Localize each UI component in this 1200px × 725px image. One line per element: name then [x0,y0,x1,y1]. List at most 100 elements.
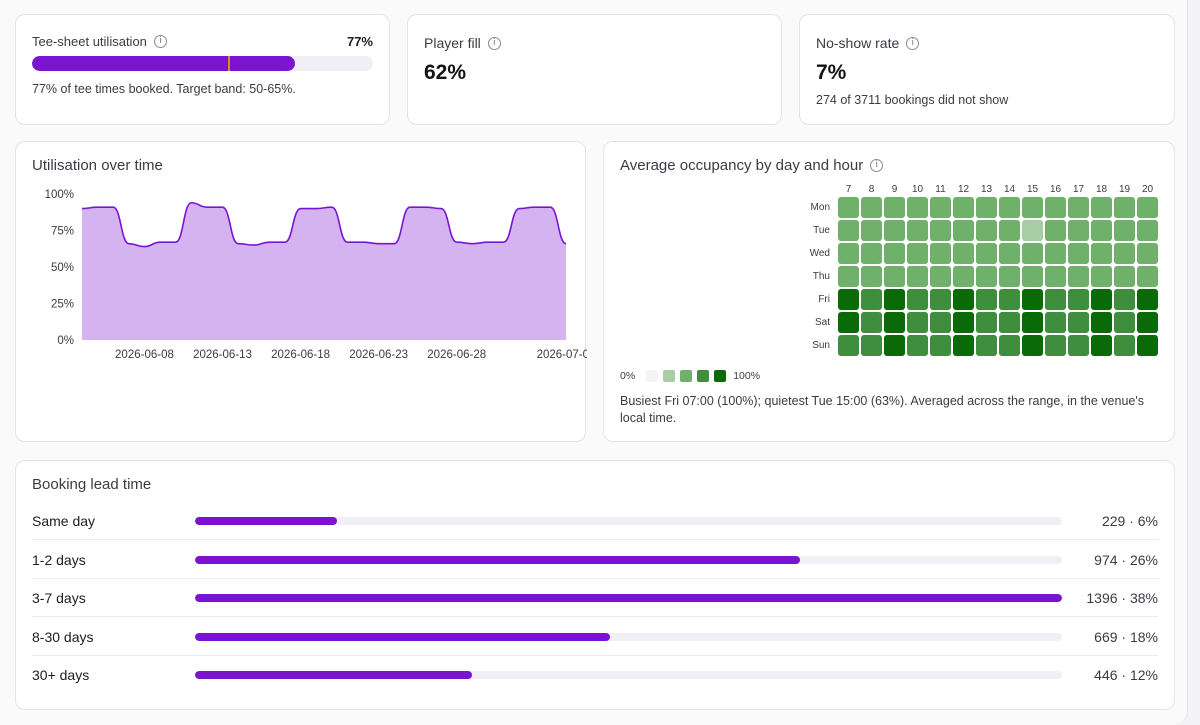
heatmap-cell[interactable] [1091,243,1112,264]
heatmap-cell[interactable] [953,289,974,310]
heatmap-cell[interactable] [953,197,974,218]
heatmap-cell[interactable] [861,312,882,333]
heatmap-cell[interactable] [907,335,928,356]
heatmap-cell[interactable] [1114,197,1135,218]
heatmap-cell[interactable] [953,220,974,241]
heatmap-cell[interactable] [884,197,905,218]
heatmap-cell[interactable] [999,312,1020,333]
heatmap-cell[interactable] [930,312,951,333]
heatmap-cell[interactable] [930,289,951,310]
heatmap-cell[interactable] [930,335,951,356]
heatmap-cell[interactable] [976,266,997,287]
heatmap-cell[interactable] [999,243,1020,264]
heatmap-cell[interactable] [838,243,859,264]
heatmap-cell[interactable] [861,289,882,310]
heatmap-cell[interactable] [1137,266,1158,287]
heatmap-cell[interactable] [1068,335,1089,356]
heatmap-cell[interactable] [1114,243,1135,264]
heatmap-cell[interactable] [999,335,1020,356]
heatmap-cell[interactable] [999,220,1020,241]
heatmap-cell[interactable] [1068,266,1089,287]
heatmap-cell[interactable] [953,335,974,356]
heatmap-cell[interactable] [953,243,974,264]
heatmap-cell[interactable] [1068,197,1089,218]
heatmap-cell[interactable] [838,266,859,287]
heatmap-cell[interactable] [1068,220,1089,241]
heatmap-cell[interactable] [1022,243,1043,264]
heatmap-cell[interactable] [1114,289,1135,310]
heatmap-cell[interactable] [1137,289,1158,310]
heatmap-cell[interactable] [1091,335,1112,356]
heatmap-cell[interactable] [1022,312,1043,333]
heatmap-cell[interactable] [1045,197,1066,218]
heatmap-cell[interactable] [1137,243,1158,264]
heatmap-cell[interactable] [953,312,974,333]
heatmap-cell[interactable] [884,243,905,264]
heatmap-cell[interactable] [1045,266,1066,287]
heatmap-cell[interactable] [1022,289,1043,310]
heatmap-cell[interactable] [976,220,997,241]
heatmap-cell[interactable] [1137,220,1158,241]
heatmap-cell[interactable] [861,197,882,218]
heatmap-cell[interactable] [1091,312,1112,333]
heatmap-cell[interactable] [861,243,882,264]
heatmap-cell[interactable] [884,289,905,310]
heatmap-cell[interactable] [1045,289,1066,310]
heatmap-cell[interactable] [838,289,859,310]
heatmap-cell[interactable] [930,243,951,264]
heatmap-cell[interactable] [1022,266,1043,287]
heatmap-cell[interactable] [884,266,905,287]
heatmap-cell[interactable] [1114,312,1135,333]
info-icon[interactable]: i [870,159,884,172]
heatmap-cell[interactable] [838,335,859,356]
heatmap-cell[interactable] [1068,312,1089,333]
heatmap-cell[interactable] [1045,312,1066,333]
heatmap-cell[interactable] [1068,289,1089,310]
heatmap-cell[interactable] [1068,243,1089,264]
heatmap-cell[interactable] [1022,197,1043,218]
heatmap-cell[interactable] [976,289,997,310]
heatmap-cell[interactable] [930,197,951,218]
heatmap-cell[interactable] [1045,243,1066,264]
heatmap-cell[interactable] [953,266,974,287]
heatmap-cell[interactable] [1114,335,1135,356]
heatmap-cell[interactable] [1114,266,1135,287]
heatmap-cell[interactable] [884,335,905,356]
heatmap-cell[interactable] [884,220,905,241]
heatmap-cell[interactable] [907,243,928,264]
heatmap-cell[interactable] [861,335,882,356]
heatmap-cell[interactable] [907,266,928,287]
info-icon[interactable]: i [153,35,167,48]
heatmap-cell[interactable] [1114,220,1135,241]
heatmap-cell[interactable] [907,197,928,218]
heatmap-cell[interactable] [861,266,882,287]
heatmap-cell[interactable] [930,220,951,241]
heatmap-cell[interactable] [930,266,951,287]
heatmap-cell[interactable] [1045,220,1066,241]
heatmap-cell[interactable] [976,312,997,333]
heatmap-cell[interactable] [907,220,928,241]
heatmap-cell[interactable] [976,243,997,264]
heatmap-cell[interactable] [838,220,859,241]
heatmap-cell[interactable] [1137,335,1158,356]
heatmap-cell[interactable] [1022,335,1043,356]
heatmap-cell[interactable] [861,220,882,241]
heatmap-cell[interactable] [838,197,859,218]
heatmap-cell[interactable] [999,266,1020,287]
heatmap-cell[interactable] [999,197,1020,218]
heatmap-cell[interactable] [1045,335,1066,356]
heatmap-cell[interactable] [1091,266,1112,287]
heatmap-cell[interactable] [884,312,905,333]
heatmap-cell[interactable] [999,289,1020,310]
heatmap-cell[interactable] [907,312,928,333]
heatmap-cell[interactable] [1137,312,1158,333]
heatmap-cell[interactable] [1091,220,1112,241]
heatmap-cell[interactable] [1137,197,1158,218]
heatmap-cell[interactable] [976,197,997,218]
heatmap-cell[interactable] [1091,197,1112,218]
heatmap-cell[interactable] [976,335,997,356]
heatmap-cell[interactable] [838,312,859,333]
heatmap-cell[interactable] [907,289,928,310]
heatmap-cell[interactable] [1022,220,1043,241]
heatmap-cell[interactable] [1091,289,1112,310]
